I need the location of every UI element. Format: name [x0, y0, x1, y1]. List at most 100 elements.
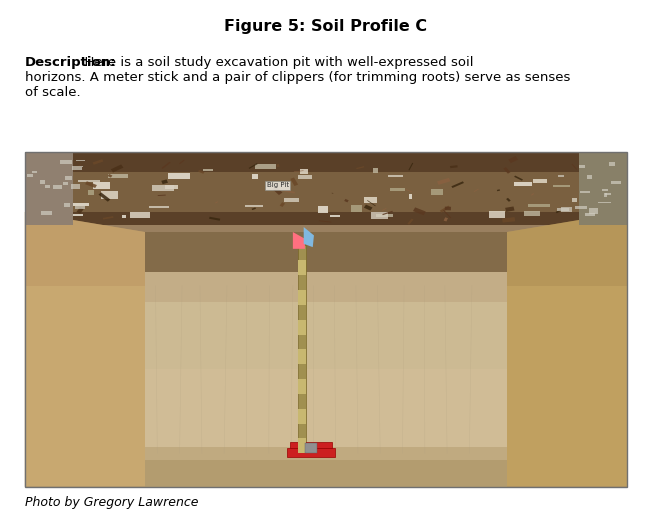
Bar [215, 201, 218, 203]
Bar [587, 175, 592, 179]
Bar [283, 189, 295, 194]
Text: Photo by Gregory Lawrence: Photo by Gregory Lawrence [25, 496, 198, 509]
Bar [298, 409, 306, 423]
Bar [556, 210, 561, 213]
Bar [63, 182, 68, 185]
Bar [26, 159, 36, 165]
Bar [579, 152, 627, 226]
Bar [130, 212, 150, 218]
Bar [252, 207, 256, 210]
Polygon shape [25, 212, 145, 286]
Bar [531, 193, 534, 196]
Bar [37, 211, 40, 215]
Bar [298, 174, 312, 179]
Bar [25, 152, 73, 226]
Bar [78, 180, 100, 182]
Bar [145, 302, 507, 369]
Polygon shape [25, 212, 145, 487]
Bar [431, 189, 443, 195]
Bar [198, 170, 204, 174]
Bar [72, 166, 83, 168]
Bar [408, 219, 413, 225]
Bar [351, 205, 362, 212]
Bar [382, 211, 393, 215]
Bar [506, 198, 511, 202]
Bar [145, 272, 507, 302]
Bar [437, 178, 451, 185]
Bar [254, 164, 276, 169]
Text: Here is a soil study excavation pit with well-expressed soil
horizons. A meter s: Here is a soil study excavation pit with… [25, 56, 570, 99]
Bar [533, 179, 548, 184]
Bar [406, 189, 412, 193]
Bar [364, 205, 372, 211]
Bar [168, 172, 190, 179]
Bar [76, 160, 85, 161]
Bar [318, 206, 328, 213]
Polygon shape [293, 232, 305, 249]
Bar [39, 163, 46, 169]
Polygon shape [507, 212, 627, 286]
Bar [572, 198, 577, 202]
Text: Description:: Description: [25, 56, 116, 69]
Bar [527, 204, 550, 207]
Bar [524, 211, 539, 216]
Bar [111, 164, 123, 172]
Bar [451, 181, 464, 188]
Bar [344, 199, 349, 202]
Bar [572, 164, 577, 170]
Bar [611, 181, 621, 184]
Bar [25, 152, 627, 487]
Bar [319, 220, 331, 222]
Bar [88, 190, 95, 195]
Bar [502, 217, 515, 222]
Bar [579, 165, 585, 168]
Bar [65, 214, 83, 215]
Bar [103, 216, 113, 220]
Bar [152, 185, 173, 191]
Bar [300, 169, 308, 174]
Bar [608, 162, 615, 165]
Bar [589, 209, 598, 213]
Bar [93, 159, 104, 165]
Bar [561, 207, 572, 212]
Bar [505, 206, 514, 212]
Bar [290, 442, 332, 448]
Bar [276, 164, 280, 167]
Bar [248, 163, 258, 169]
Bar [408, 163, 413, 170]
Bar [40, 180, 44, 184]
Bar [413, 207, 426, 215]
Bar [294, 170, 304, 172]
Bar [287, 448, 335, 456]
Bar [25, 152, 627, 226]
Bar [473, 189, 479, 192]
Bar [76, 207, 83, 214]
Bar [209, 217, 220, 221]
Bar [35, 173, 38, 176]
Bar [575, 206, 587, 209]
Bar [388, 175, 404, 177]
Bar [41, 212, 52, 214]
Bar [503, 167, 511, 173]
Bar [367, 200, 376, 206]
Bar [554, 185, 570, 187]
Bar [305, 443, 317, 453]
Bar [298, 245, 306, 453]
Bar [65, 177, 72, 180]
Bar [604, 193, 607, 197]
Bar [490, 211, 505, 218]
Bar [25, 172, 627, 212]
Bar [108, 174, 112, 178]
Bar [514, 182, 532, 186]
Bar [602, 189, 608, 191]
Polygon shape [145, 232, 507, 487]
Bar [373, 168, 378, 173]
Bar [390, 188, 404, 191]
Bar [33, 220, 36, 222]
Bar [27, 173, 33, 177]
Bar [179, 160, 185, 164]
Bar [298, 290, 306, 305]
Bar [74, 206, 85, 209]
Bar [298, 379, 306, 394]
Bar [376, 214, 393, 217]
